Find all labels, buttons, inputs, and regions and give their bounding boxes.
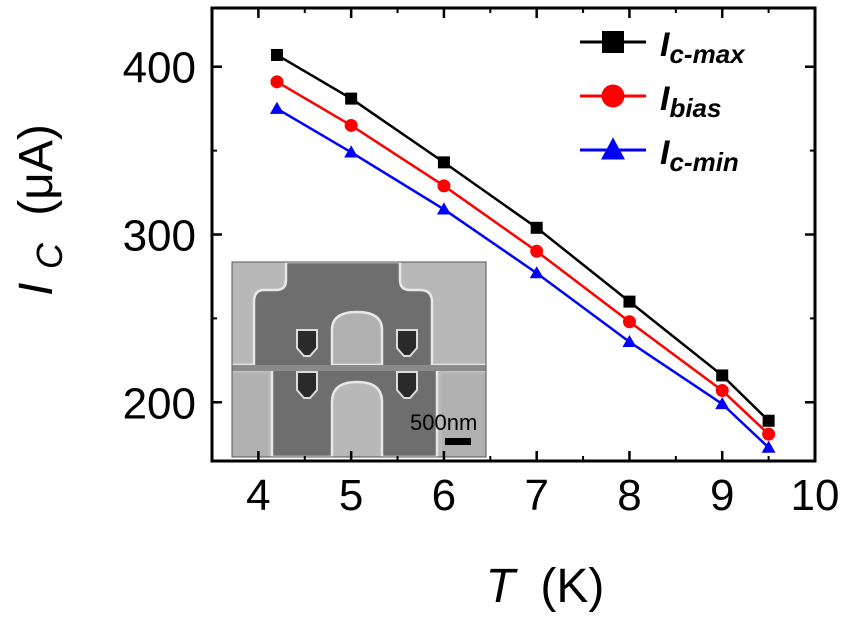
y-tick-label: 200 <box>123 379 196 428</box>
data-point-ic-min <box>622 334 637 348</box>
data-point-ic-max <box>716 369 729 382</box>
x-axis-title: T (K) <box>486 560 605 613</box>
data-point-ic-max <box>762 414 775 427</box>
legend-label: Ibias <box>660 80 721 123</box>
series-layer <box>269 48 776 453</box>
x-axis-title-symbol: T <box>486 560 519 613</box>
data-point-ic-max <box>437 156 450 169</box>
inset-scale-bar-label: 500nm <box>410 410 477 435</box>
data-point-ic-min <box>529 266 544 279</box>
x-tick-label: 7 <box>524 471 548 520</box>
data-point-ic-max <box>530 221 543 234</box>
legend-marker <box>601 84 625 108</box>
x-tick-label: 10 <box>791 471 840 520</box>
legend-marker <box>602 31 624 53</box>
data-point-ibias <box>715 384 729 398</box>
ticks-layer: 4 5 6 7 8 9 10 200 300 400 <box>123 8 840 520</box>
data-point-ibias <box>530 244 544 258</box>
legend-marker <box>601 137 625 160</box>
y-axis-title-unit: (μA) <box>10 124 63 216</box>
x-tick-label: 9 <box>710 471 734 520</box>
data-point-ibias <box>437 179 451 193</box>
sem-inset-image: 500nm <box>231 261 487 458</box>
x-tick-label: 8 <box>617 471 641 520</box>
data-point-ibias <box>270 75 284 89</box>
legend: Ic-max Ibias Ic-min <box>580 26 746 177</box>
x-tick-label: 4 <box>246 471 270 520</box>
data-point-ic-max <box>270 48 283 61</box>
y-axis-title: I C (μA) <box>10 124 73 296</box>
data-point-ic-min <box>436 202 451 215</box>
y-axis-title-subscript: C <box>29 242 70 269</box>
legend-label: Ic-max <box>660 26 746 69</box>
data-point-ic-min <box>269 101 284 114</box>
y-axis-title-symbol: I <box>10 282 63 295</box>
y-tick-label: 400 <box>123 44 196 93</box>
data-point-ic-max <box>623 295 636 308</box>
data-point-ibias <box>344 118 358 132</box>
data-point-ic-min <box>761 440 776 453</box>
legend-label: Ic-min <box>660 134 739 177</box>
data-point-ic-max <box>345 92 358 105</box>
x-axis-title-unit: (K) <box>540 560 604 613</box>
data-point-ic-min <box>715 397 730 410</box>
data-point-ibias <box>762 427 776 441</box>
data-point-ibias <box>622 315 636 329</box>
y-tick-label: 300 <box>123 212 196 261</box>
inset-scale-bar <box>445 438 471 445</box>
data-point-ic-min <box>344 145 359 158</box>
x-tick-label: 5 <box>339 471 363 520</box>
x-tick-label: 6 <box>432 471 456 520</box>
